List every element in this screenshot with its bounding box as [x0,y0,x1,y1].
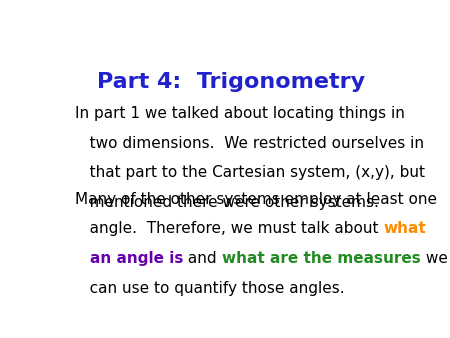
Text: that part to the Cartesian system, (x,y), but: that part to the Cartesian system, (x,y)… [76,166,425,180]
Text: angle.  Therefore, we must talk about: angle. Therefore, we must talk about [76,221,384,237]
Text: can use to quantify those angles.: can use to quantify those angles. [76,281,345,296]
Text: mentioned there were other systems.: mentioned there were other systems. [76,195,379,211]
Text: what: what [384,221,427,237]
Text: Part 4:  Trigonometry: Part 4: Trigonometry [97,72,365,92]
Text: what are the measures: what are the measures [222,251,421,266]
Text: Many of the other systems employ at least one: Many of the other systems employ at leas… [76,192,437,207]
Text: we: we [421,251,448,266]
Text: an angle is: an angle is [90,251,184,266]
Text: and: and [184,251,222,266]
Text: In part 1 we talked about locating things in: In part 1 we talked about locating thing… [76,105,405,121]
Text: two dimensions.  We restricted ourselves in: two dimensions. We restricted ourselves … [76,136,424,150]
